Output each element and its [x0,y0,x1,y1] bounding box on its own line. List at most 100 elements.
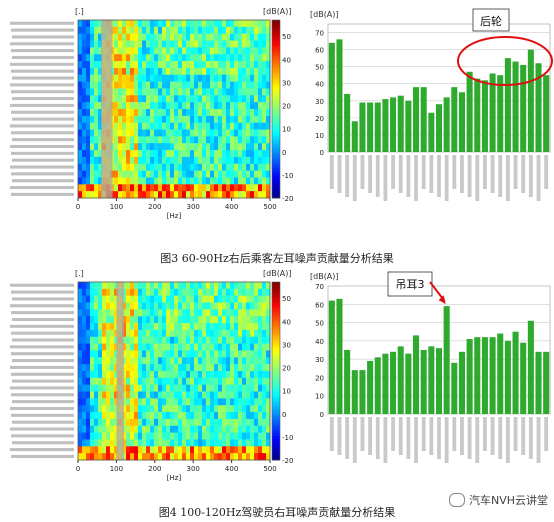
heatmap-cell [162,412,167,420]
heatmap-cell [130,150,135,158]
heatmap-cell [230,418,235,427]
colorbar-segment [272,371,280,375]
heatmap-cell [158,418,163,427]
bar [344,93,351,152]
heatmap-cell [78,184,83,192]
heatmap-cell [226,371,231,379]
heatmap-cell [114,412,119,420]
heatmap-cell [246,26,251,35]
bar-category-label [521,155,526,193]
heatmap-cell [226,316,231,324]
heatmap-cell [254,170,259,178]
heatmap-cell [162,156,167,165]
heatmap-cell [126,156,131,165]
heatmap-cell [238,309,243,317]
heatmap-cell [234,163,239,172]
heatmap-cell [94,282,99,290]
heatmap-cell [146,350,151,358]
heatmap-cell [262,295,267,303]
heatmap-cell [130,391,135,399]
heatmap-cell [110,412,115,420]
heatmap-cell [174,302,179,310]
heatmap-cell [242,453,247,461]
heatmap-cell [194,412,199,420]
heatmap-cell [246,323,251,331]
heatmap-cell [234,323,239,331]
heatmap-cell [222,377,227,386]
heatmap-cell [126,288,131,297]
heatmap-cell [90,323,95,331]
heatmap-cell [190,405,195,413]
heatmap-cell [90,377,95,386]
heatmap-cell [226,122,231,130]
heatmap-cell [78,163,83,172]
heatmap-cell [234,74,239,83]
colorbar-frame [271,19,281,199]
heatmap-cell [122,61,127,69]
heatmap-cell [166,184,171,192]
heatmap-cell [94,412,99,420]
heatmap-cell [250,88,255,96]
bar [443,306,450,414]
heatmap-cell [102,336,107,345]
heatmap-cell [86,163,91,172]
heatmap-cell [174,357,179,365]
frequency-band-highlight [101,20,113,198]
heatmap-cell [238,453,243,461]
heatmap-cell [190,95,195,103]
heatmap-cell [154,95,159,103]
heatmap-cell [174,40,179,48]
heatmap-cell [158,81,163,89]
heatmap-cell [178,33,183,41]
heatmap-cell [238,302,243,310]
heatmap-cell [230,405,235,413]
heatmap-cell [222,47,227,55]
heatmap-cell [254,26,259,35]
bar [359,102,366,152]
heatmap-cell [162,122,167,130]
heatmap-cell [154,136,159,144]
heatmap-cell [186,115,191,124]
heatmap-cell [114,88,119,96]
heatmap-cell [254,95,259,103]
heatmap-cell [218,26,223,35]
colorbar-segment [272,335,280,339]
heatmap-cell [138,439,143,447]
heatmap-cell [126,329,131,338]
heatmap-cell [218,371,223,379]
heatmap-cell [202,295,207,303]
heatmap-cell [190,329,195,338]
heatmap-cell [210,384,215,392]
heatmap-row-label [10,427,74,431]
heatmap-cell [90,33,95,41]
heatmap-cell [130,329,135,338]
heatmap-cell [202,357,207,365]
heatmap-cell [226,109,231,117]
heatmap-cell [218,81,223,89]
heatmap-cell [182,191,187,199]
heatmap-cell [130,102,135,110]
heatmap-cell [126,405,131,413]
heatmap-cell [246,329,251,338]
heatmap-cell [254,163,259,172]
heatmap-cell [150,74,155,83]
bar-category-label [329,155,334,189]
heatmap-cell [130,33,135,41]
heatmap-cell [202,316,207,324]
heatmap-cell [90,329,95,338]
heatmap-cell [90,405,95,413]
heatmap-cell [126,371,131,379]
heatmap-cell [266,184,271,192]
bar [527,320,534,414]
heatmap-cell [246,371,251,379]
heatmap-x-tick-label: 300 [187,203,200,211]
heatmap-cell [82,295,87,303]
heatmap-cell [106,364,111,372]
heatmap-cell [250,309,255,317]
heatmap-cell [254,412,259,420]
heatmap-cell [210,102,215,110]
heatmap-cell [98,61,103,69]
heatmap-cell [222,170,227,178]
heatmap-cell [106,377,111,386]
heatmap-cell [230,398,235,406]
